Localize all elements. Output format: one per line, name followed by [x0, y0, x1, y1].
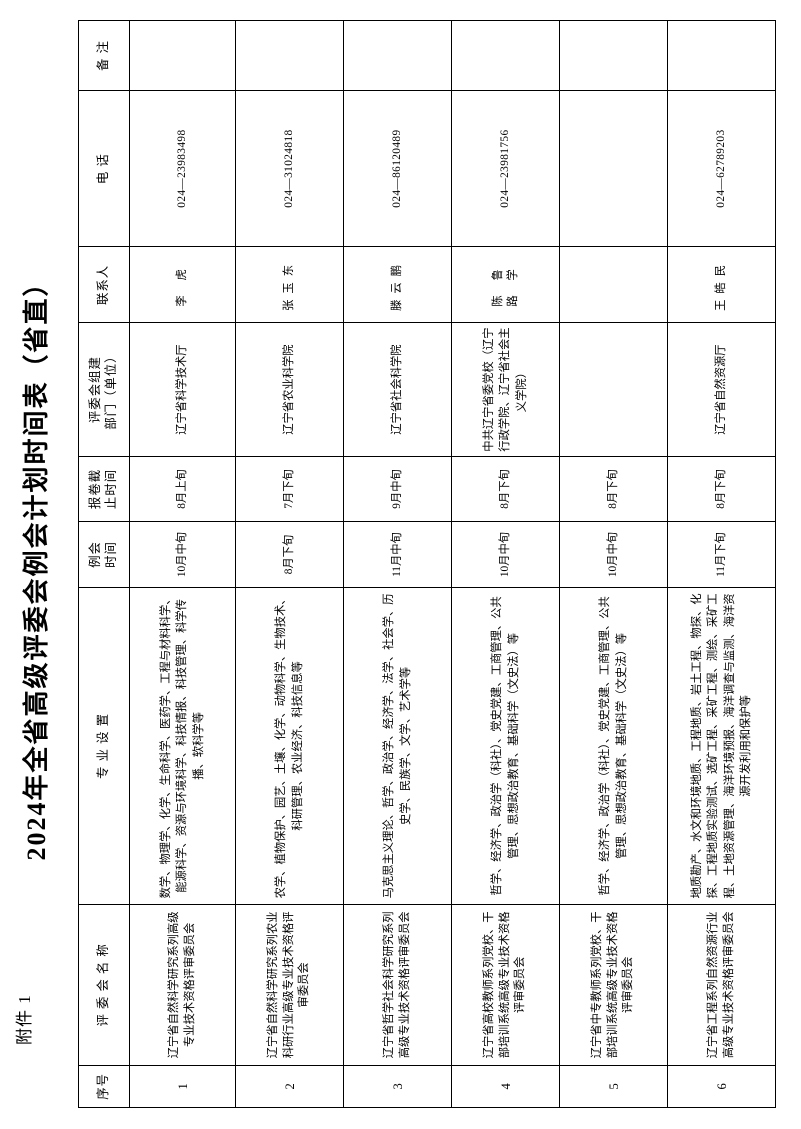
cell-committee-name: 辽宁省哲学社会科学研究系列高级专业技术资格评审委员会	[343, 904, 452, 1066]
cell-submission-deadline: 8月上旬	[129, 456, 236, 522]
cell-note	[343, 20, 452, 91]
cell-organizing-department	[559, 322, 668, 457]
cell-contact-person: 滕云鹏	[343, 246, 452, 323]
column-header-contact: 联系人	[78, 246, 130, 323]
cell-note	[667, 20, 776, 91]
table-row: 4 辽宁省高校教师系列党校、干部培训系统高级专业技术资格评审委员会 哲学、经济学、政…	[451, 20, 560, 1108]
cell-specialties: 地质勘产、水文和环境地质、工程地质、岩土工程、物探、化探、工程地质实验测试、选矿…	[667, 587, 776, 905]
cell-submission-deadline: 7月下旬	[235, 456, 344, 522]
cell-specialties: 哲学、经济学、政治学（科社）、党史党建、工商管理、公共管理、思想政治教育、基础科…	[451, 587, 560, 905]
table-row: 1 辽宁省自然科学研究系列高级专业技术资格评审委员会 数学、物理学、化学、生命科学、…	[129, 20, 236, 1108]
cell-meeting-time: 10月中旬	[451, 521, 560, 588]
cell-submission-deadline: 9月中旬	[343, 456, 452, 522]
table-body: 1 辽宁省自然科学研究系列高级专业技术资格评审委员会 数学、物理学、化学、生命科学、…	[129, 20, 776, 1108]
table-row: 6 辽宁省工程系列自然资源行业高级专业技术资格评审委员会 地质勘产、水文和环境地质、…	[667, 20, 776, 1108]
cell-row-number: 1	[129, 1065, 236, 1108]
cell-submission-deadline: 8月下旬	[451, 456, 560, 522]
cell-row-number: 4	[451, 1065, 560, 1108]
cell-phone-number: 024—23981756	[451, 90, 560, 247]
cell-meeting-time: 11月中旬	[343, 521, 452, 588]
cell-organizing-department: 辽宁省农业科学院	[235, 322, 344, 457]
cell-committee-name: 辽宁省高校教师系列党校、干部培训系统高级专业技术资格评审委员会	[451, 904, 560, 1066]
cell-meeting-time: 10月中旬	[129, 521, 236, 588]
column-header-note: 备 注	[78, 20, 130, 91]
cell-organizing-department: 辽宁省社会科学院	[343, 322, 452, 457]
cell-committee-name: 辽宁省自然科学研究系列高级专业技术资格评审委员会	[129, 904, 236, 1066]
column-header-department: 评委会组建 部门（单位）	[78, 322, 130, 457]
cell-organizing-department: 辽宁省自然资源厅	[667, 322, 776, 457]
cell-contact-person: 张玉东	[235, 246, 344, 323]
table-row: 5 辽宁省中专教师系列党校、干部培训系统高级专业技术资格评审委员会 哲学、经济学、政…	[559, 20, 668, 1108]
cell-organizing-department: 中共辽宁省委党校（辽宁行政学院、辽宁省社会主义学院）	[451, 322, 560, 457]
column-header-major: 专 业 设 置	[78, 587, 130, 905]
cell-note	[559, 20, 668, 91]
cell-note	[129, 20, 236, 91]
cell-phone-number	[559, 90, 668, 247]
cell-note	[451, 20, 560, 91]
cell-specialties: 哲学、经济学、政治学（科社）、党史党建、工商管理、公共管理、思想政治教育、基础科…	[559, 587, 668, 905]
table-row: 3 辽宁省哲学社会科学研究系列高级专业技术资格评审委员会 马克思主义理论、哲学、政治…	[343, 20, 452, 1108]
cell-note	[235, 20, 344, 91]
committee-schedule-table: 序号 评 委 会 名 称 专 业 设 置 例会 时间 报卷截 止时间 评委会组建 部门…	[78, 20, 776, 1108]
cell-submission-deadline: 8月下旬	[667, 456, 776, 522]
column-header-deadline: 报卷截 止时间	[78, 456, 130, 522]
cell-row-number: 2	[235, 1065, 344, 1108]
page-title: 2024年全省高级评委会例会计划时间表（省直）	[22, 268, 51, 861]
cell-meeting-time: 8月下旬	[235, 521, 344, 588]
cell-phone-number: 024—23983498	[129, 90, 236, 247]
cell-contact-person: 李 虎	[129, 246, 236, 323]
cell-specialties: 马克思主义理论、哲学、政治学、经济学、法学、社会学、历史学、民族学、文学、艺术学…	[343, 587, 452, 905]
cell-phone-number: 024—31024818	[235, 90, 344, 247]
cell-specialties: 数学、物理学、化学、生命科学、医药学、工程与材料科学、能源科学、资源与环境科学、…	[129, 587, 236, 905]
cell-phone-number: 024—62789203	[667, 90, 776, 247]
table-header-row: 序号 评 委 会 名 称 专 业 设 置 例会 时间 报卷截 止时间 评委会组建 部门…	[78, 20, 130, 1108]
cell-row-number: 6	[667, 1065, 776, 1108]
cell-submission-deadline: 8月下旬	[559, 456, 668, 522]
cell-specialties: 农学、植物保护、园艺、土壤、化学、动物科学、生物技术、科研管理、农业经济、科技信…	[235, 587, 344, 905]
cell-contact-person	[559, 246, 668, 323]
cell-contact-person: 王皓民	[667, 246, 776, 323]
cell-row-number: 5	[559, 1065, 668, 1108]
cell-committee-name: 辽宁省工程系列自然资源行业高级专业技术资格评审委员会	[667, 904, 776, 1066]
cell-meeting-time: 11月下旬	[667, 521, 776, 588]
cell-meeting-time: 10月中旬	[559, 521, 668, 588]
column-header-no: 序号	[78, 1065, 130, 1108]
column-header-name: 评 委 会 名 称	[78, 904, 130, 1066]
column-header-meeting-time: 例会 时间	[78, 521, 130, 588]
cell-phone-number: 024—86120489	[343, 90, 452, 247]
cell-contact-person: 陈 鲁 路 学	[451, 246, 560, 323]
table-row: 2 辽宁省自然科学研究系列农业科研行业高级专业技术资格评审委员会 农学、植物保护、园…	[235, 20, 344, 1108]
cell-committee-name: 辽宁省中专教师系列党校、干部培训系统高级专业技术资格评审委员会	[559, 904, 668, 1066]
cell-committee-name: 辽宁省自然科学研究系列农业科研行业高级专业技术资格评审委员会	[235, 904, 344, 1066]
cell-organizing-department: 辽宁省科学技术厅	[129, 322, 236, 457]
column-header-phone: 电 话	[78, 90, 130, 247]
cell-row-number: 3	[343, 1065, 452, 1108]
